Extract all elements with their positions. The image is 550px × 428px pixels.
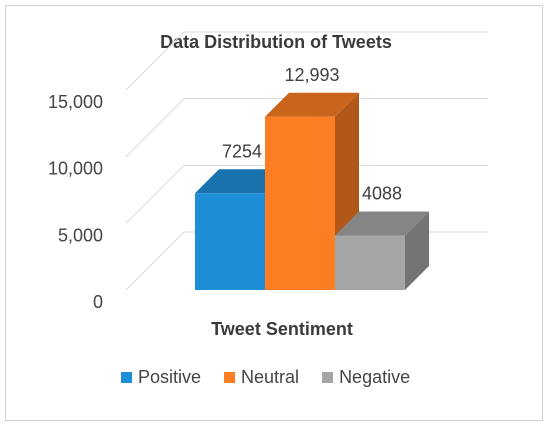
- gridline: [125, 31, 488, 91]
- bars: [195, 92, 429, 290]
- bar-top: [265, 92, 359, 117]
- y-axis-ticks: 0 5,000 10,000 15,000: [48, 92, 103, 312]
- chart-title: Data Distribution of Tweets: [160, 32, 392, 52]
- data-labels: 7254 12,993 4088: [222, 65, 402, 204]
- legend-label: Neutral: [241, 367, 299, 387]
- data-label-neutral: 12,993: [284, 65, 339, 85]
- bar-front: [195, 193, 265, 290]
- y-tick-label: 10,000: [48, 159, 103, 179]
- legend-item-negative: Negative: [322, 367, 410, 387]
- bar-front: [265, 116, 335, 290]
- x-axis-title: Tweet Sentiment: [211, 319, 353, 339]
- bar-front: [335, 235, 405, 290]
- data-label-positive: 7254: [222, 141, 262, 161]
- legend-item-neutral: Neutral: [224, 367, 299, 387]
- bar-side: [405, 211, 429, 290]
- legend-swatch: [224, 372, 236, 383]
- gridline: [125, 98, 488, 158]
- legend-label: Negative: [339, 367, 410, 387]
- legend-swatch: [322, 372, 334, 383]
- legend: Positive Neutral Negative: [121, 367, 410, 387]
- y-tick-label: 5,000: [58, 225, 103, 245]
- data-label-negative: 4088: [362, 183, 402, 203]
- legend-label: Positive: [138, 367, 201, 387]
- gridline: [125, 164, 488, 224]
- legend-swatch: [121, 372, 132, 383]
- legend-item-positive: Positive: [121, 367, 201, 387]
- bar-top: [335, 211, 429, 236]
- y-tick-label: 0: [93, 292, 103, 312]
- y-tick-label: 15,000: [48, 92, 103, 112]
- bar-negative: [335, 211, 429, 290]
